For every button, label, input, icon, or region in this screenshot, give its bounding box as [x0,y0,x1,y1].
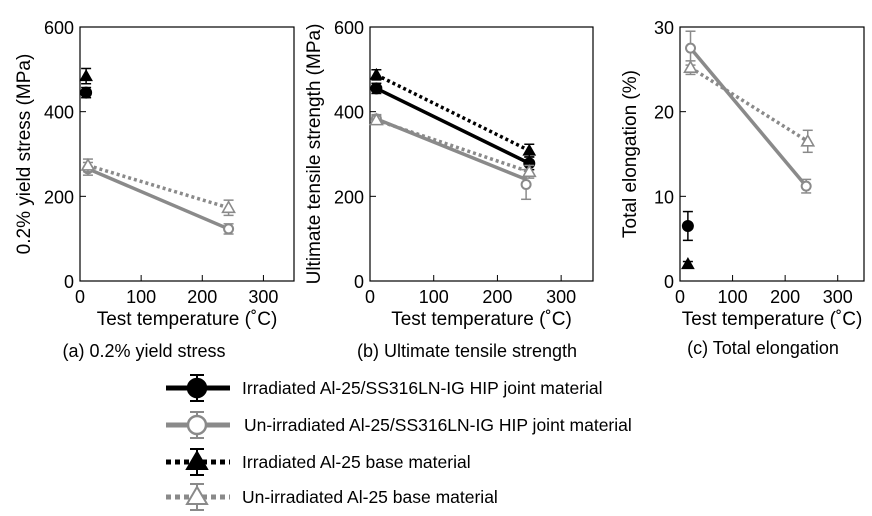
y-tick-label: 200 [44,187,74,207]
data-point [368,112,384,126]
series-irr_joint [681,210,694,242]
y-tick-label: 200 [334,187,364,207]
y-tick-label: 10 [654,187,674,207]
fit-line [689,66,809,143]
data-point [369,67,384,80]
data-point [370,82,383,95]
x-tick-label: 200 [187,287,217,307]
series-irr_base [369,67,537,158]
series-irr_base [79,67,93,85]
data-point [521,164,537,178]
data-point [683,60,698,73]
x-tick-label: 100 [718,287,748,307]
x-tick-label: 100 [126,287,156,307]
data-point [522,143,537,156]
series-irr_joint [80,86,93,99]
legend-label: Irradiated Al-25 base material [242,452,471,472]
x-tick-label: 300 [823,287,853,307]
fit-line [87,163,230,210]
y-tick-label: 0 [664,272,674,292]
y-tick-label: 400 [44,103,74,123]
plot-area [369,26,594,282]
series-unirr_base [368,112,537,179]
chart-panel-2: 0 100 200 300 0 200 400 600 Test temperature (˚C… [304,18,594,361]
x-tick-label: 0 [75,287,85,307]
x-tick-label: 300 [546,287,576,307]
y-tick-label: 600 [334,18,364,38]
legend-marker [186,414,208,436]
legend-label: Un-irradiated Al-25 base material [242,487,498,507]
panel-caption: (c) Total elongation [687,338,839,358]
data-point [221,200,236,214]
series-unirr_base [80,157,236,217]
x-tick-label: 300 [248,287,278,307]
fit-line [375,73,531,153]
data-point [80,86,93,99]
chart-panel-3: 0 100 200 300 0 10 20 30 Test temperature (˚C) To… [620,18,865,358]
data-point [80,157,96,171]
data-point [79,69,93,82]
fit-line [375,118,530,174]
legend-item: Irradiated Al-25 base material [166,448,471,476]
legend-label: Un-irradiated Al-25/SS316LN-IG HIP joint… [244,415,632,435]
legend-marker [185,450,209,470]
data-point [681,219,694,232]
x-tick-label: 0 [365,287,375,307]
data-point [520,178,532,190]
series-unirr_joint [82,161,235,235]
x-axis-label: Test temperature (˚C) [682,309,863,330]
legend-marker [186,377,208,399]
legend-label: Irradiated Al-25/SS316LN-IG HIP joint ma… [242,378,603,398]
legend-item: Un-irradiated Al-25 base material [166,483,498,511]
y-axis-label: 0.2% yield stress (MPa) [14,54,35,255]
x-tick-label: 200 [482,287,512,307]
data-point [685,42,697,54]
fit-line [87,167,230,231]
plot-area [679,26,865,282]
x-tick-label: 100 [419,287,449,307]
legend-item: Un-irradiated Al-25/SS316LN-IG HIP joint… [166,411,632,439]
panel-caption: (b) Ultimate tensile strength [357,341,577,361]
y-tick-label: 20 [654,103,674,123]
series-unirr_base [683,60,816,154]
y-tick-label: 600 [44,18,74,38]
data-point [800,133,816,147]
x-axis-label: Test temperature (˚C) [391,309,572,330]
x-axis-label: Test temperature (˚C) [97,309,278,330]
x-tick-label: 0 [675,287,685,307]
chart-panel-1: 0 100 200 300 0 200 400 600 Test temperature (˚C… [14,18,295,361]
legend-item: Irradiated Al-25/SS316LN-IG HIP joint ma… [166,374,603,402]
x-tick-label: 200 [770,287,800,307]
fit-line [689,47,808,188]
data-point [800,180,812,192]
legend: Irradiated Al-25/SS316LN-IG HIP joint ma… [166,374,632,511]
y-axis-label: Total elongation (%) [620,70,641,238]
fit-line [375,86,531,165]
data-point [223,223,235,235]
panel-caption: (a) 0.2% yield stress [62,341,225,361]
data-point [681,257,695,270]
legend-marker [185,485,209,505]
series-unirr_joint [685,30,812,194]
y-tick-label: 400 [334,103,364,123]
y-tick-label: 30 [654,18,674,38]
series-irr_base [681,257,695,270]
y-tick-label: 0 [64,272,74,292]
y-tick-label: 0 [354,272,364,292]
y-axis-label: Ultimate tensile strength (MPa) [304,24,325,285]
plot-area [79,26,295,282]
